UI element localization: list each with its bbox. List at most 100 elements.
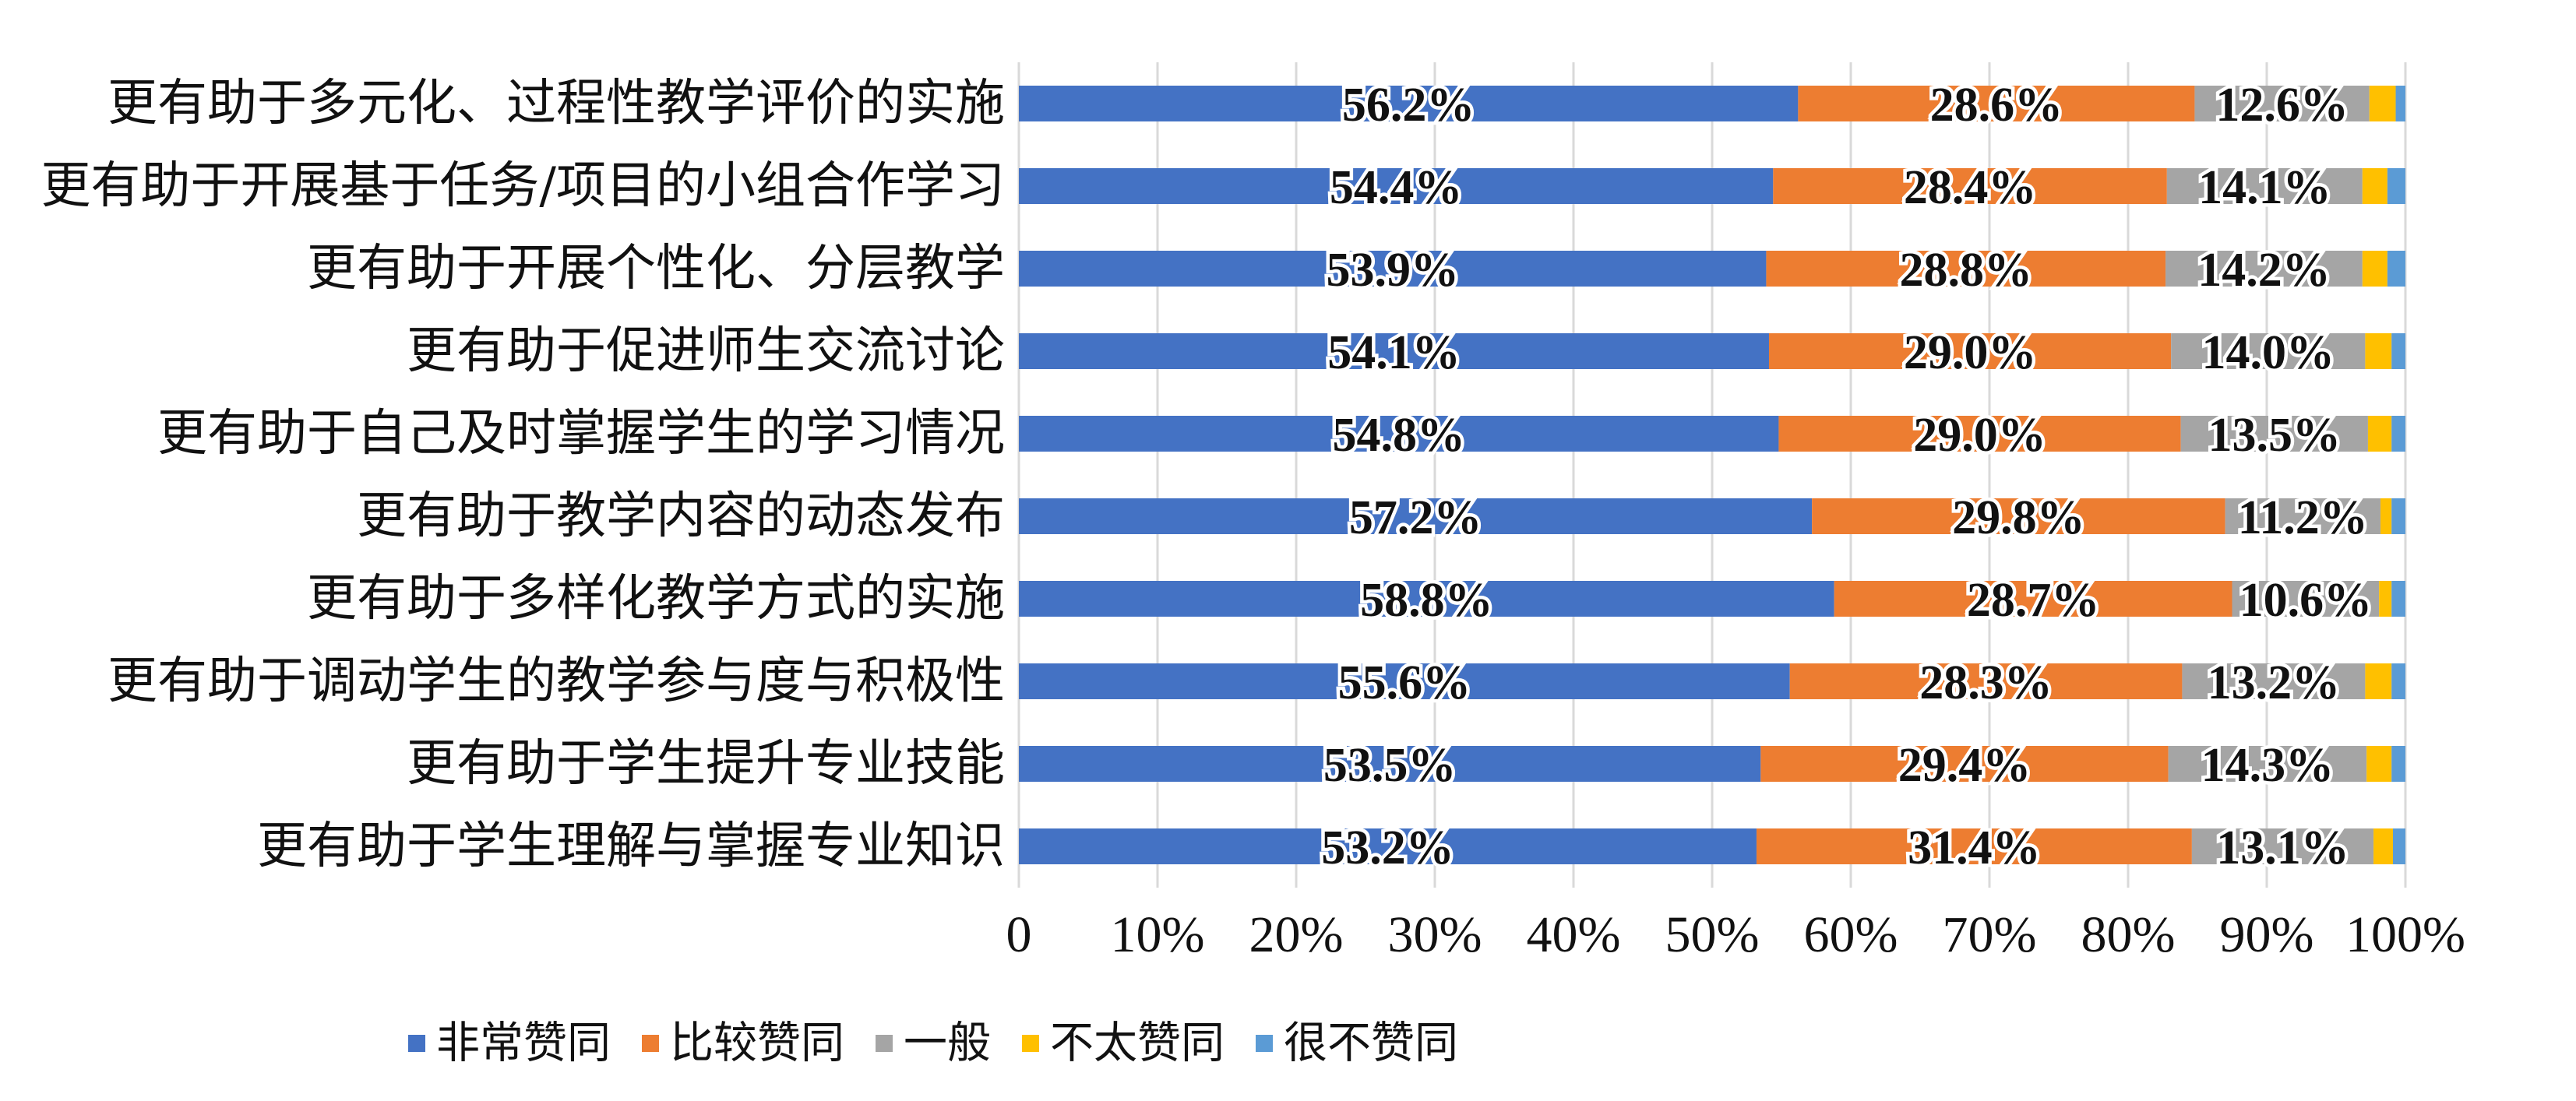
bar-segment [2194,86,2370,121]
x-tick-label: 90% [2220,906,2314,963]
data-label: 31.4% [1908,821,2041,874]
bar-segment [2180,416,2368,452]
bar-segment [2171,333,2366,369]
bar-segment [2166,168,2363,204]
bar-segment [2168,746,2367,782]
bar-segment [1773,168,2167,204]
legend-label: 非常赞同 [436,1018,611,1069]
data-label: 14.3% [2201,739,2335,792]
data-label: 14.2% [2197,244,2331,297]
data-label: 54.4% [1330,161,1463,214]
data-label: 57.2% [1349,491,1482,544]
data-label: 14.1% [2198,161,2331,214]
bar-segment [1019,416,1779,452]
legend-swatch [408,1035,425,1052]
data-label: 12.6% [2215,79,2349,132]
data-label: 14.0% [2202,326,2335,379]
bar-segments [1019,86,2405,864]
data-label: 54.1% [1327,326,1461,379]
legend-label: 很不赞同 [1284,1018,1458,1069]
bar-segment [2387,168,2405,204]
bar-segment [1019,168,1774,204]
bar-segment [1812,498,2225,534]
bar-segment [2379,581,2392,617]
category-label: 更有助于促进师生交流讨论 [407,322,1005,380]
legend-label: 比较赞同 [670,1018,844,1069]
bar-segment [1019,581,1834,617]
bar-segment [1019,333,1769,369]
data-labels: 56.2% 28.6% 12.6% 54.4% 28.4% 14.1% 53.9% 28.8%… [1318,76,2376,878]
data-label: 28.8% [1899,244,2032,297]
category-label: 更有助于多元化、过程性教学评价的实施 [107,75,1005,132]
bar-segment [2391,746,2405,782]
legend-item: 不太赞同 [1022,1018,1225,1069]
legend-label: 不太赞同 [1050,1018,1225,1069]
bar-segment [2365,663,2392,699]
x-tick-label: 70% [1943,906,2037,963]
bar-segment [2391,663,2405,699]
legend-item: 比较赞同 [642,1018,844,1069]
data-label: 13.5% [2208,409,2342,462]
category-label: 更有助于教学内容的动态发布 [357,487,1005,545]
legend-swatch [1022,1035,1039,1052]
x-tick-label: 20% [1249,906,1344,963]
data-label: 13.1% [2216,821,2349,874]
category-label: 更有助于开展个性化、分层教学 [307,240,1005,297]
data-label: 58.8% [1360,574,1493,627]
bar-segment [2362,251,2387,287]
data-label: 56.2% [1342,79,1475,132]
bar-segment [2365,333,2392,369]
category-label: 更有助于自己及时掌握学生的学习情况 [157,405,1005,463]
bar-segment [1766,251,2166,287]
legend-swatch [1256,1035,1273,1052]
category-label: 更有助于开展基于任务/项目的小组合作学习 [41,157,1005,215]
bar-segment [2380,498,2392,534]
x-tick-label: 60% [1804,906,1898,963]
legend-label: 一般 [904,1018,991,1069]
bar-segment [2225,498,2380,534]
category-label: 更有助于学生理解与掌握专业知识 [257,818,1005,875]
bar-segment [1019,498,1813,534]
bar-segment [2391,498,2405,534]
bar-segment [2182,663,2366,699]
bar-segment [2387,251,2405,287]
bar-segment [2366,746,2392,782]
data-label: 29.8% [1952,491,2085,544]
data-label: 28.7% [1967,574,2100,627]
bar-segment [1019,746,1761,782]
legend-item: 一般 [876,1018,991,1069]
x-tick-label: 100% [2345,906,2465,963]
bar-segment [1019,663,1790,699]
legend-item: 非常赞同 [408,1018,611,1069]
bar-segment [2391,416,2405,452]
data-label: 29.0% [1904,326,2037,379]
x-tick-label: 30% [1388,906,1482,963]
bar-segment [1768,333,2172,369]
bar-segment [2232,581,2380,617]
data-label: 53.5% [1323,739,1457,792]
bar-segment [1760,746,2169,782]
bar-segment [2391,333,2405,369]
x-tick-label: 10% [1111,906,1205,963]
data-label: 10.6% [2239,574,2373,627]
x-tick-label: 80% [2081,906,2176,963]
data-label: 28.6% [1930,79,2063,132]
legend-swatch [876,1035,893,1052]
legend-item: 很不赞同 [1256,1018,1458,1069]
bar-segment [2395,86,2405,121]
x-axis-tick-labels: 0 10% 20% 30% 40% 50% 60% 70% 80% 90% 100% [1006,906,2465,963]
x-tick-label: 50% [1665,906,1760,963]
bar-segment [1789,663,2183,699]
bar-segment [1798,86,2195,121]
bar-segment [1019,251,1767,287]
category-labels: 更有助于多元化、过程性教学评价的实施更有助于开展基于任务/项目的小组合作学习更有… [41,75,1005,875]
bar-segment [1778,416,2181,452]
data-label: 29.0% [1913,409,2046,462]
bar-segment [1019,86,1799,121]
legend: 非常赞同 比较赞同 一般 不太赞同 很不赞同 [408,1018,1458,1069]
data-label: 29.4% [1898,739,2032,792]
category-label: 更有助于学生提升专业技能 [407,735,1005,793]
data-label: 53.9% [1326,244,1459,297]
data-label: 28.4% [1904,161,2037,214]
bar-segment [2367,416,2392,452]
